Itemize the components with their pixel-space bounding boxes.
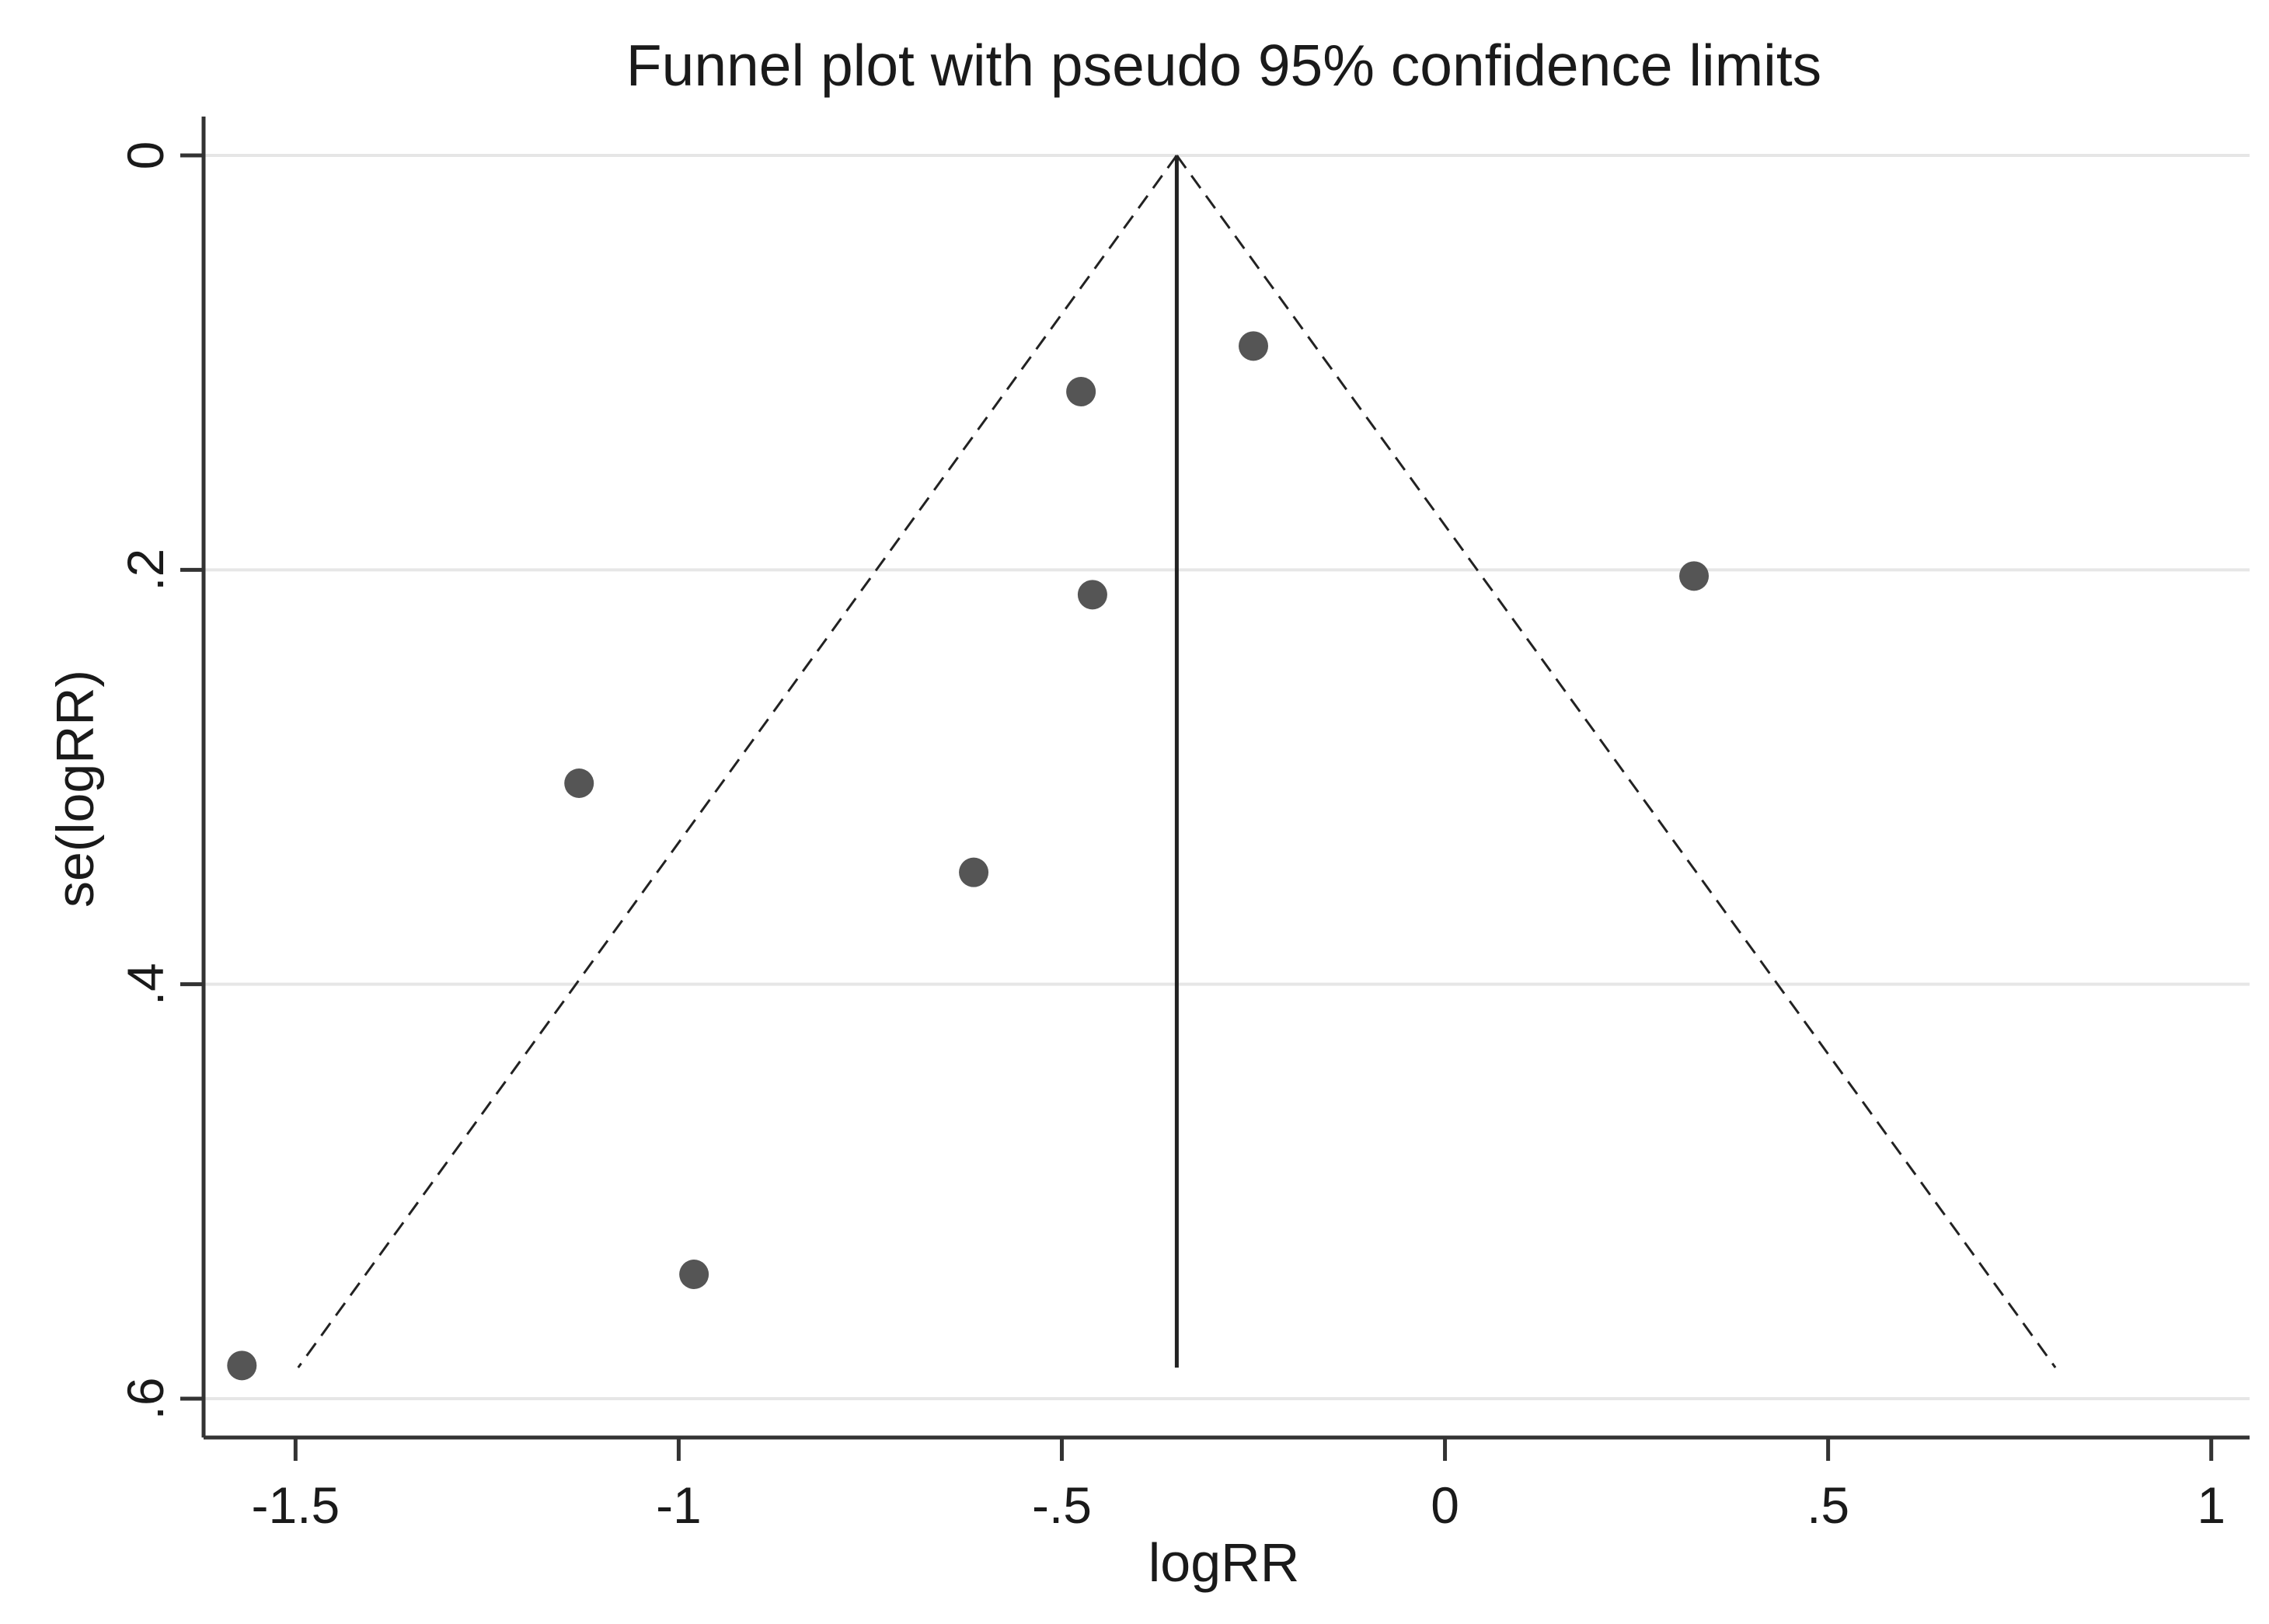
data-point	[1679, 561, 1710, 591]
lower-confidence-limit-line	[297, 155, 1178, 1368]
x-tick-label: -.5	[1032, 1476, 1092, 1534]
funnel-layer	[297, 155, 2057, 1368]
x-axis-label: logRR	[1148, 1532, 1300, 1593]
points-layer	[227, 331, 1710, 1381]
y-axis-label: se(logRR)	[46, 670, 105, 908]
x-tick-label: -1.5	[251, 1476, 340, 1534]
data-point	[959, 857, 989, 887]
data-point	[564, 768, 594, 798]
data-point	[1077, 580, 1107, 610]
chart-title: Funnel plot with pseudo 95% confidence l…	[626, 33, 1821, 98]
data-point	[1239, 331, 1269, 361]
y-tick-label: .4	[117, 963, 174, 1005]
x-tick-label: 1	[2197, 1476, 2225, 1534]
y-tick-label: .6	[117, 1377, 174, 1420]
data-point	[1066, 377, 1096, 406]
grid-layer	[204, 154, 2250, 1400]
data-point	[227, 1350, 257, 1381]
x-tick-label: -1	[656, 1476, 702, 1534]
y-tick-label: 0	[117, 141, 174, 170]
y-tick-label: .2	[117, 549, 174, 591]
axes-layer: -1.5 -1 -.5 0 .5 1 0 .2 .4 .6	[117, 117, 2250, 1534]
data-point	[679, 1260, 709, 1289]
x-tick-label: 0	[1431, 1476, 1459, 1534]
x-tick-label: .5	[1807, 1476, 1849, 1534]
upper-confidence-limit-line	[1176, 155, 2057, 1368]
